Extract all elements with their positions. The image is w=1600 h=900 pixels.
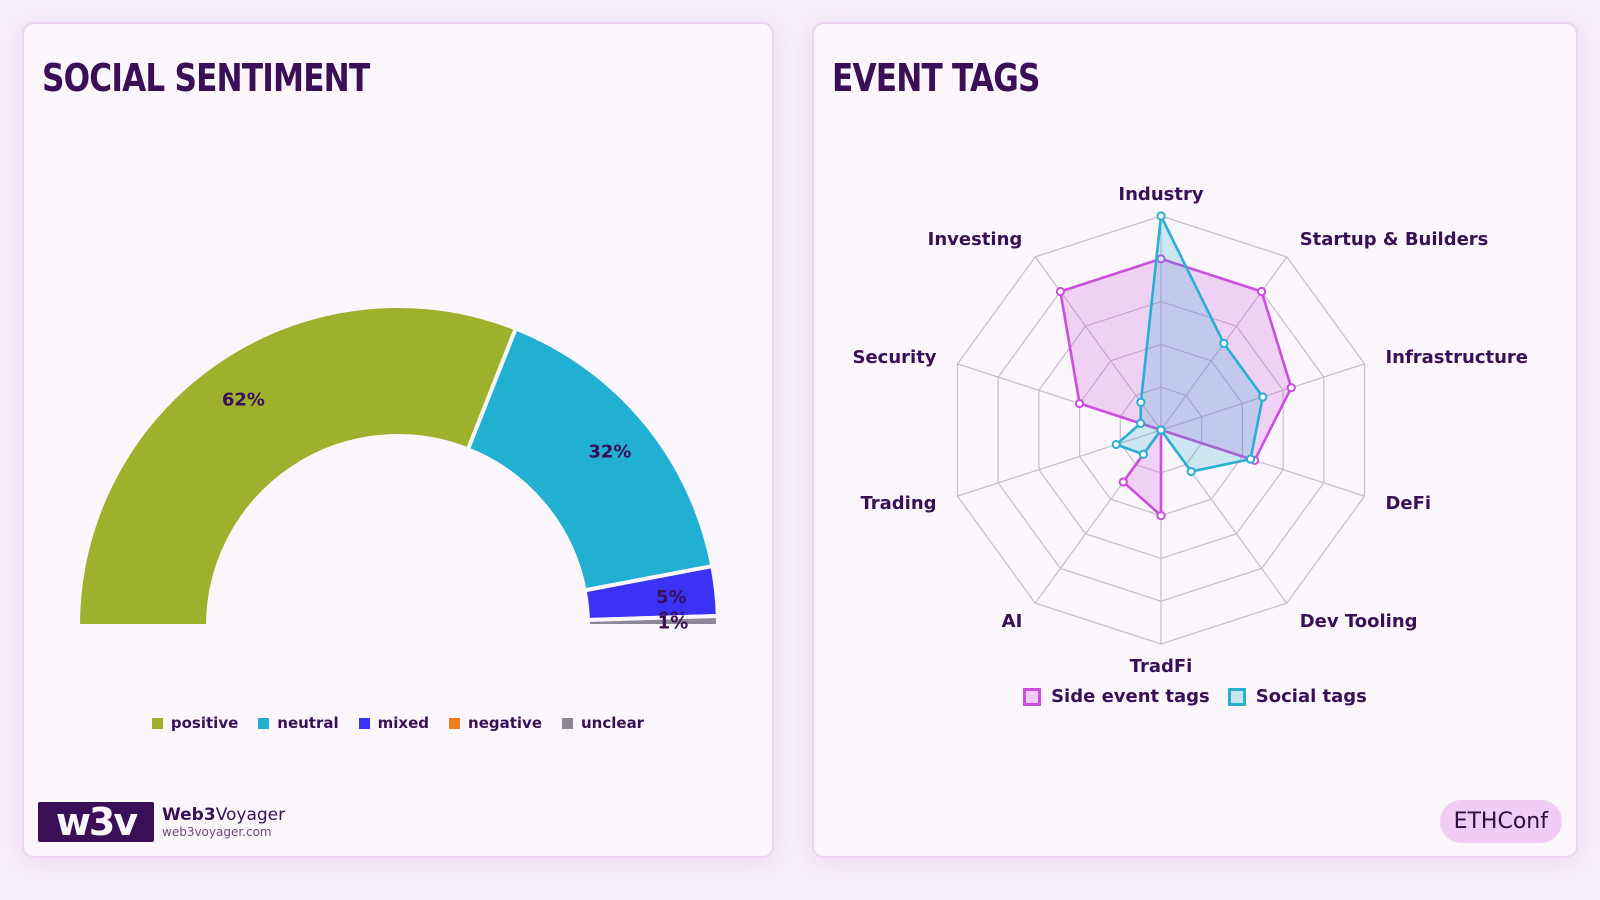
legend-item-positive[interactable]: positive <box>151 714 239 732</box>
logo-mark: w3v <box>38 802 154 842</box>
radar-point <box>1111 439 1121 450</box>
logo-text: Web3Voyager web3voyager.com <box>162 805 285 839</box>
legend-label: Social tags <box>1255 686 1367 707</box>
radar-axis-label: TradFi <box>1130 656 1193 677</box>
legend-swatch <box>1023 687 1042 706</box>
radar-point <box>1055 286 1065 297</box>
gauge-label-positive: 62% <box>222 390 265 411</box>
event-badge: ETHConf <box>1439 800 1562 843</box>
radar-legend: Side event tags Social tags <box>814 686 1576 707</box>
event-tags-radar: Industry Startup & Builders Infrastructure… <box>853 184 1529 677</box>
radar-point <box>1118 477 1128 487</box>
brand-name-bold: Web3 <box>162 805 216 825</box>
radar-spoke <box>957 429 1162 497</box>
event-tags-card: Event Tags Industry Startup & Builders Inf… <box>812 22 1578 858</box>
sentiment-legend: positive neutral mixed negative unclear <box>24 714 772 732</box>
event-tags-title: Event Tags <box>832 56 1040 100</box>
radar-axis-label: Security <box>853 347 937 368</box>
legend-label: mixed <box>377 714 430 732</box>
legend-item-negative[interactable]: negative <box>449 714 542 732</box>
legend-item-unclear[interactable]: unclear <box>562 714 644 732</box>
legend-label: Side event tags <box>1051 686 1210 707</box>
radar-axis-label: Investing <box>928 229 1023 250</box>
brand-logo[interactable]: w3v Web3Voyager web3voyager.com <box>38 802 285 842</box>
radar-point <box>1258 392 1268 402</box>
radar-axis-label: Startup & Builders <box>1300 229 1489 250</box>
legend-swatch <box>151 717 163 729</box>
radar-point <box>1257 286 1267 297</box>
brand-url: web3voyager.com <box>162 825 272 839</box>
radar-axis-label: Industry <box>1118 184 1203 205</box>
sentiment-title: Social Sentiment <box>42 56 370 100</box>
radar-axis-label: AI <box>1002 611 1023 632</box>
radar-point <box>1245 454 1256 464</box>
radar-point <box>1286 383 1296 393</box>
radar-point <box>1136 397 1146 407</box>
gauge-segment-neutral <box>465 326 715 593</box>
radar-axis-label: Trading <box>860 493 936 514</box>
gauge-label-mixed: 5% <box>656 587 687 608</box>
legend-label: negative <box>468 714 542 732</box>
gauge-label-unclear: 1% <box>658 613 689 634</box>
legend-label: neutral <box>277 714 339 732</box>
gauge-label-neutral: 32% <box>588 442 631 463</box>
legend-item-social-tags[interactable]: Social tags <box>1227 686 1367 707</box>
radar-axis-label: Infrastructure <box>1385 347 1528 368</box>
legend-swatch <box>258 717 270 729</box>
gauge-segment-positive <box>76 304 518 628</box>
legend-label: unclear <box>581 714 645 732</box>
brand-name-regular: Voyager <box>215 805 286 825</box>
radar-axis-label: DeFi <box>1385 493 1431 514</box>
radar-axis-label: Dev Tooling <box>1300 611 1418 632</box>
brand-name: Web3Voyager <box>162 805 285 825</box>
legend-swatch <box>449 717 461 729</box>
sentiment-chart: 62%32%5%0%1% <box>76 304 720 634</box>
radar-point <box>1138 449 1148 459</box>
legend-swatch <box>1227 687 1246 706</box>
radar-point <box>1074 398 1085 409</box>
legend-swatch <box>358 717 370 729</box>
radar-point <box>1156 425 1166 435</box>
radar-point <box>1186 466 1196 477</box>
legend-item-mixed[interactable]: mixed <box>358 714 430 732</box>
radar-point <box>1219 338 1229 349</box>
gauge-segment-unclear <box>585 613 720 628</box>
radar-point <box>1136 418 1146 428</box>
legend-item-side-event-tags[interactable]: Side event tags <box>1023 686 1210 707</box>
legend-swatch <box>562 717 573 729</box>
legend-label: positive <box>170 714 239 732</box>
legend-item-neutral[interactable]: neutral <box>258 714 339 732</box>
radar-point <box>1156 211 1166 221</box>
radar-point <box>1156 511 1166 521</box>
sentiment-card: Social Sentiment 62%32%5%0%1% positive n… <box>22 22 774 858</box>
